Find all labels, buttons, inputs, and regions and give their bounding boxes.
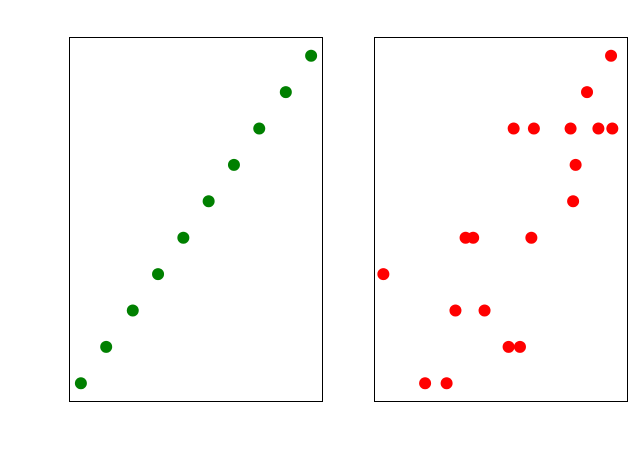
right-series-point-14 bbox=[527, 122, 540, 135]
left-series-point-1 bbox=[74, 377, 87, 390]
right-series-point-10 bbox=[525, 231, 538, 244]
right-plot-points bbox=[377, 49, 619, 390]
right-series-point-9 bbox=[467, 231, 480, 244]
left-series-point-8 bbox=[253, 122, 266, 135]
right-series-point-19 bbox=[605, 49, 618, 62]
right-series-point-6 bbox=[478, 304, 491, 317]
left-plot-frame bbox=[69, 37, 323, 402]
right-plot-frame bbox=[374, 37, 628, 402]
right-series-point-2 bbox=[440, 377, 453, 390]
left-series-point-7 bbox=[227, 158, 240, 171]
left-series-point-4 bbox=[152, 268, 165, 281]
left-series-point-9 bbox=[279, 86, 292, 99]
right-series-point-16 bbox=[592, 122, 605, 135]
left-series-point-6 bbox=[202, 195, 215, 208]
right-scatter-plot bbox=[374, 37, 628, 402]
left-plot-points bbox=[74, 49, 318, 390]
right-series-point-12 bbox=[569, 158, 582, 171]
right-series-point-1 bbox=[419, 377, 432, 390]
right-series-point-7 bbox=[377, 268, 390, 281]
right-series-point-3 bbox=[502, 340, 515, 353]
left-series-point-3 bbox=[126, 304, 139, 317]
right-series-point-5 bbox=[449, 304, 462, 317]
right-series-point-18 bbox=[581, 86, 594, 99]
right-series-point-17 bbox=[606, 122, 619, 135]
left-scatter-plot bbox=[69, 37, 323, 402]
right-series-point-13 bbox=[507, 122, 520, 135]
left-series-point-10 bbox=[305, 49, 318, 62]
left-series-point-5 bbox=[177, 231, 190, 244]
right-series-point-4 bbox=[513, 340, 526, 353]
left-series-point-2 bbox=[100, 340, 113, 353]
right-series-point-11 bbox=[567, 195, 580, 208]
right-series-point-15 bbox=[564, 122, 577, 135]
